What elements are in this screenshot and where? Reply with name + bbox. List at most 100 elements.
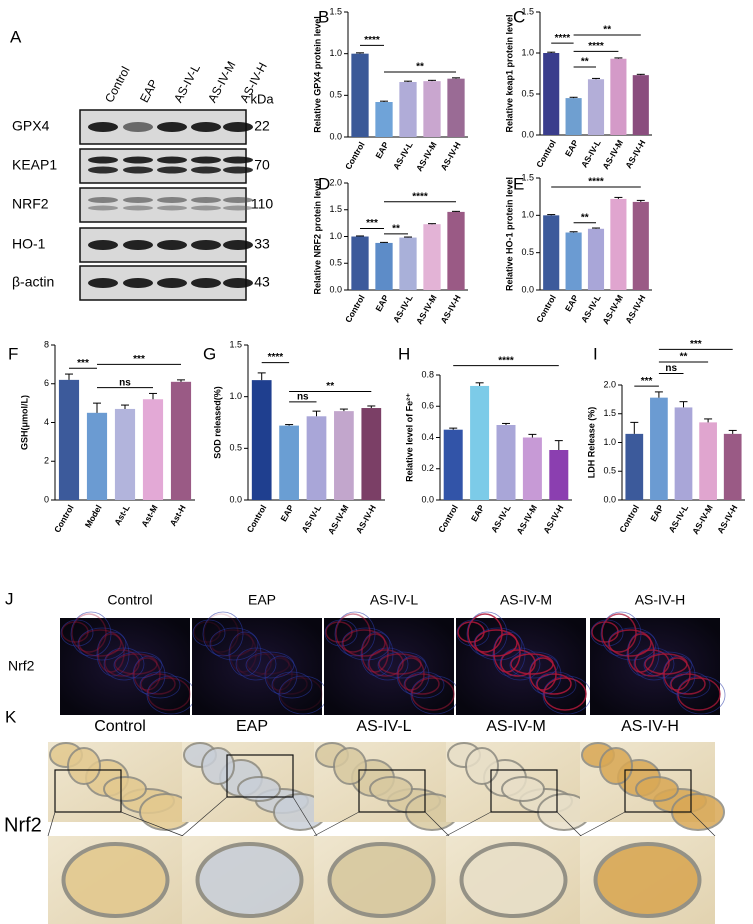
acinus [465,747,499,785]
y-tick-label: 0.0 [603,494,616,504]
gland [608,629,652,657]
band [123,278,153,288]
x-tick-label: Control [617,503,641,534]
significance-label: **** [412,191,428,202]
x-tick-label: AS-IV-H [438,293,462,325]
band [123,205,153,211]
column-label: Control [94,718,146,735]
y-tick-label: 1.5 [603,408,616,418]
gland [644,653,688,675]
acinus [333,747,367,785]
band [191,166,221,174]
x-tick-label: Control [52,503,76,534]
x-tick-label: AS-IV-L [579,138,603,169]
bar [351,236,369,290]
bar [632,75,649,135]
bar [496,425,516,500]
band [191,156,221,164]
x-tick-label: EAP [278,503,296,523]
band [223,156,253,164]
protein-label: GPX4 [12,118,50,134]
column-label: AS-IV-L [356,718,411,735]
x-tick-label: EAP [373,293,391,313]
gland [203,613,239,653]
nuclei [334,611,376,657]
if-image [456,618,586,715]
nuclei [209,627,259,661]
bar [447,211,465,290]
gland [104,649,140,677]
significance-label: ns [297,391,309,402]
x-tick-label: AS-IV-M [600,138,625,171]
zoom-line [292,796,318,837]
gland [510,653,554,675]
band [157,166,187,174]
acinus [369,776,413,802]
significance-label: **** [588,41,604,52]
gland [536,673,572,695]
bar [375,102,393,137]
significance-label: **** [364,35,380,46]
y-tick-label: 0.8 [421,369,434,379]
band [223,240,253,250]
x-tick-label: AS-IV-L [299,503,323,534]
x-tick-label: AS-IV-L [666,503,690,534]
bar [625,433,644,500]
x-tick-label: AS-IV-M [514,503,539,536]
panel-label: D [318,174,330,193]
x-tick-label: AS-IV-L [489,503,513,534]
y-axis-label: LDH Release (%) [586,407,596,479]
zoom-line [690,811,716,837]
bar [470,385,490,500]
bar [543,53,560,135]
band [88,205,118,211]
band [223,278,253,288]
bar [522,437,542,500]
band [123,197,153,203]
bar [251,380,272,500]
gland [140,673,176,695]
x-tick-label: EAP [469,503,487,523]
acinus-zoom [195,842,304,918]
significance-label: ** [581,212,589,223]
gland [335,613,371,653]
bar [587,228,605,290]
x-tick-label: Control [436,503,460,534]
bar [699,422,717,500]
y-tick-label: 1.0 [229,391,242,401]
significance-label: *** [133,354,145,365]
bar [399,237,417,290]
lane-label: AS-IV-L [171,62,203,105]
x-tick-label: Control [534,138,558,169]
y-tick-label: 1.0 [329,231,342,241]
x-tick-label: AS-IV-H [438,140,462,172]
nuclei [70,611,112,657]
panel-label: A [10,27,22,46]
significance-label: *** [366,218,378,229]
x-tick-label: Control [534,293,558,324]
column-label: AS-IV-M [500,592,552,608]
gland [246,653,290,675]
gland [670,673,706,695]
y-tick-label: 0.0 [229,494,242,504]
gland [272,673,308,695]
panel-label: J [5,589,14,608]
panel-label: K [5,707,17,726]
x-tick-label: Model [83,503,104,529]
gland [634,649,670,677]
band [157,205,187,211]
lane-label: Control [102,64,133,105]
band [157,278,187,288]
unit-label: kDa [250,91,274,106]
gland [78,629,122,657]
y-tick-label: 0.0 [521,129,534,139]
band [157,122,187,132]
significance-label: **** [555,33,571,44]
band [223,197,253,203]
y-tick-label: 0 [44,494,49,504]
y-tick-label: 1.0 [521,47,534,57]
bar [114,408,136,500]
bar [86,412,108,500]
acinus-zoom [327,842,436,918]
band [191,197,221,203]
